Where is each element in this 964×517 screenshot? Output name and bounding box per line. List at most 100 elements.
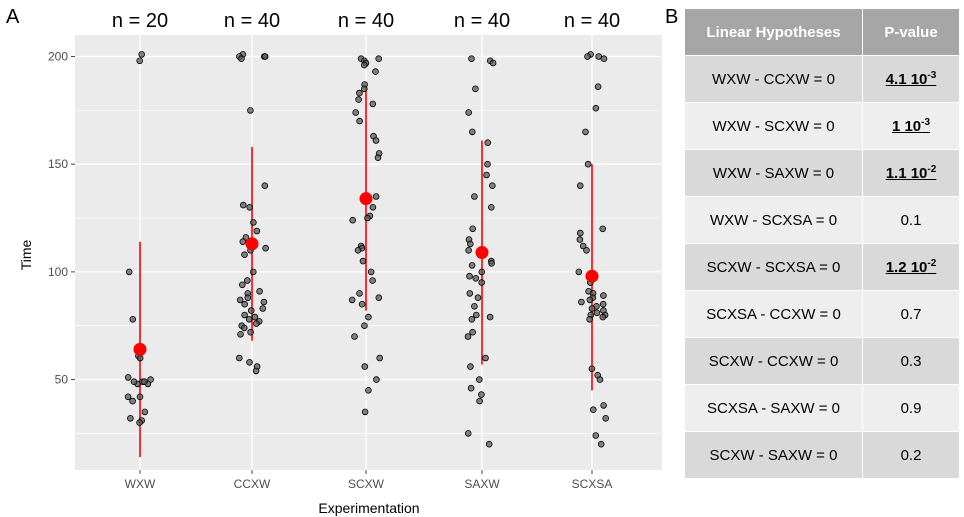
- hypothesis-cell: SCXW - CCXW = 0: [684, 337, 863, 385]
- data-point: [241, 251, 248, 259]
- data-point: [484, 160, 491, 168]
- data-point: [136, 419, 143, 426]
- data-point: [252, 320, 260, 327]
- table-row: WXW - SCXW = 0 1 10-3: [684, 102, 960, 150]
- pvalue-text: 4.1 10-3: [885, 70, 937, 88]
- y-axis-title: Time: [18, 239, 34, 270]
- hypothesis-cell: SCXW - SAXW = 0: [684, 431, 863, 479]
- data-point: [592, 432, 600, 439]
- data-point: [374, 154, 382, 162]
- data-point: [478, 279, 486, 286]
- data-point: [467, 384, 475, 392]
- pvalue-text: 1 10-3: [891, 117, 931, 135]
- pvalue-base: 0.9: [900, 399, 922, 417]
- pvalue-cell: 0.9: [862, 384, 960, 432]
- data-point: [599, 225, 606, 233]
- pvalue-text: 0.2: [901, 447, 922, 464]
- data-point: [588, 365, 596, 373]
- data-point: [466, 272, 473, 280]
- data-point: [375, 294, 383, 302]
- data-point: [365, 386, 372, 394]
- data-point: [467, 363, 474, 370]
- data-point: [349, 216, 357, 224]
- data-point: [597, 440, 605, 448]
- data-point: [576, 182, 584, 190]
- data-point: [468, 55, 475, 62]
- pvalue-base: 0.3: [900, 352, 922, 370]
- data-point: [250, 219, 257, 226]
- data-point: [127, 414, 134, 422]
- data-point: [352, 109, 360, 116]
- data-point: [465, 247, 472, 254]
- hypothesis-cell: SCXW - SCXSA = 0: [684, 243, 863, 291]
- data-point: [472, 311, 480, 319]
- mean-marker: [359, 192, 373, 206]
- mean-marker: [245, 237, 259, 251]
- data-point: [239, 238, 247, 246]
- data-point: [260, 298, 268, 306]
- data-point: [478, 268, 486, 276]
- data-point: [239, 281, 246, 289]
- pvalue-exponent: -3: [921, 117, 931, 128]
- data-point: [138, 51, 146, 58]
- data-point: [593, 309, 601, 317]
- plot-panel: [75, 35, 662, 470]
- table-header-row: Linear Hypotheses P-value: [684, 8, 960, 56]
- x-tick-label: WXW: [125, 477, 156, 491]
- pvalue-cell: 1.1 10-2: [862, 149, 960, 197]
- data-point: [356, 290, 363, 297]
- data-point: [584, 53, 591, 60]
- data-point: [372, 137, 380, 144]
- pvalue-base: 4.1 10: [885, 71, 928, 88]
- data-point: [250, 268, 257, 276]
- data-point: [600, 55, 608, 62]
- pvalue-base: 1 10: [891, 118, 922, 135]
- data-point: [594, 83, 602, 90]
- group-count-label: n = 40: [564, 10, 620, 32]
- data-point: [360, 61, 368, 69]
- data-point: [583, 247, 590, 254]
- data-point: [360, 85, 368, 93]
- data-point: [600, 402, 607, 409]
- data-point: [361, 322, 368, 330]
- data-point: [355, 96, 362, 103]
- pvalue-text: 0.1: [901, 212, 922, 229]
- data-point: [365, 313, 372, 321]
- hypothesis-cell: SCXSA - CCXW = 0: [684, 290, 863, 338]
- data-point: [575, 268, 583, 276]
- data-point: [124, 374, 132, 381]
- x-tick-label: SCXW: [348, 477, 385, 491]
- data-point: [356, 89, 363, 97]
- data-point: [367, 268, 375, 276]
- data-point: [468, 315, 476, 323]
- table-row: SCXW - SAXW = 0 0.2: [684, 431, 960, 479]
- data-point: [584, 160, 592, 168]
- hypotheses-table-container: Linear Hypotheses P-value WXW - CCXW = 0…: [684, 8, 960, 479]
- data-point: [579, 242, 587, 250]
- data-point: [592, 104, 600, 112]
- data-point: [369, 277, 376, 284]
- data-point: [246, 358, 253, 366]
- data-point: [245, 315, 253, 323]
- pvalue-base: 0.7: [900, 305, 922, 323]
- y-tick-label: 200: [48, 50, 68, 64]
- data-point: [124, 393, 132, 401]
- data-point: [602, 414, 609, 422]
- table-row: WXW - SAXW = 0 1.1 10-2: [684, 149, 960, 197]
- data-point: [136, 393, 144, 401]
- data-point: [464, 333, 472, 340]
- data-point: [356, 117, 363, 125]
- pvalue-cell: 4.1 10-3: [862, 55, 960, 103]
- data-point: [487, 204, 495, 211]
- table-row: SCXW - CCXW = 0 0.3: [684, 337, 960, 385]
- table-row: SCXSA - CCXW = 0 0.7: [684, 290, 960, 338]
- data-point: [236, 354, 243, 362]
- data-point: [578, 298, 585, 306]
- x-tick-label: SAXW: [464, 477, 500, 491]
- data-point: [588, 305, 596, 312]
- panel-b-label: B: [665, 6, 679, 28]
- pvalue-text: 0.7: [901, 306, 922, 323]
- mean-marker: [475, 246, 489, 259]
- data-point: [475, 376, 483, 383]
